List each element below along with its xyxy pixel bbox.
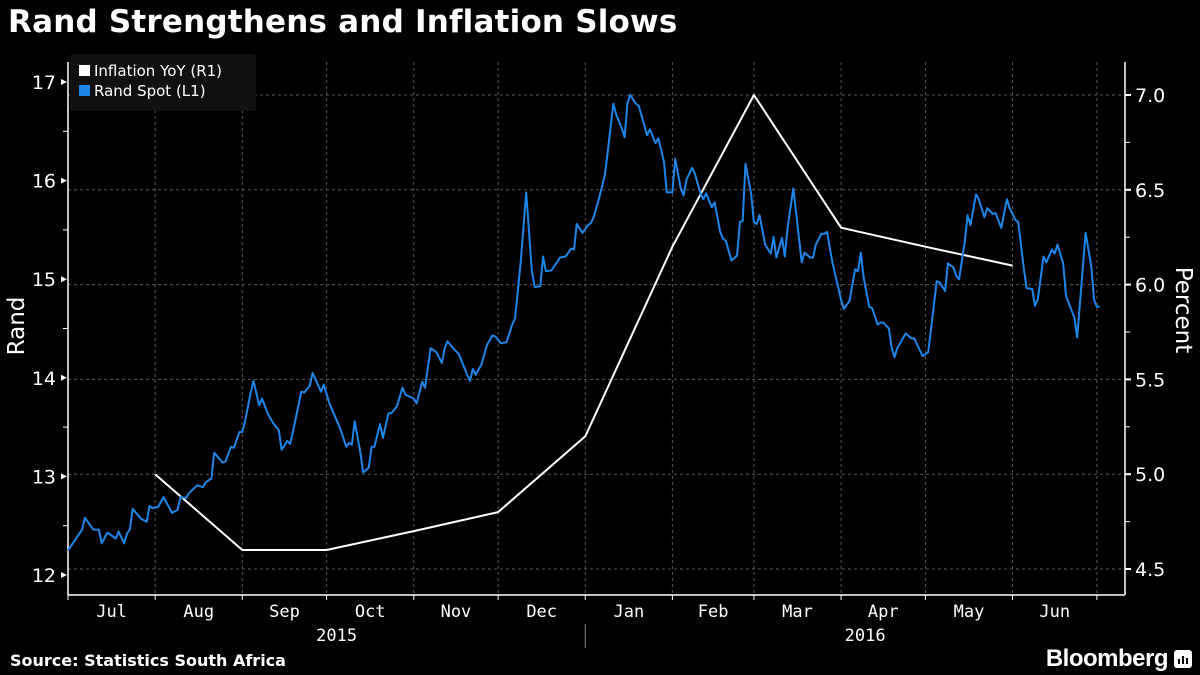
y-right-tick-label: 4.5 [1135,559,1165,581]
chart-title: Rand Strengthens and Inflation Slows [8,4,678,40]
legend-label-rand: Rand Spot (L1) [94,82,206,100]
legend-swatch-inflation [79,65,90,76]
y-left-tick [61,177,67,184]
y-right-axis-title: Percent [1170,267,1196,354]
legend: Inflation YoY (R1) Rand Spot (L1) [70,54,256,111]
y-left-tick-label: 13 [32,466,56,488]
y-left-tick-label: 15 [32,269,56,291]
y-right-tick-label: 7.0 [1135,85,1165,107]
grid [68,62,1125,595]
bloomberg-chart-icon [1174,650,1192,668]
x-month-label: May [954,602,985,622]
y-right-tick-label: 5.0 [1135,464,1165,486]
x-month-label: Dec [526,602,557,622]
x-month-label: Jul [96,602,127,622]
x-year-label: 2016 [845,626,886,646]
legend-swatch-rand [79,85,90,96]
y-left-tick-label: 16 [32,171,56,193]
y-right-tick-label: 6.5 [1135,180,1165,202]
y-left-tick-label: 12 [32,565,56,587]
inflation-line [154,94,1013,551]
y-left-tick [61,276,67,283]
x-month-label: Nov [441,602,472,622]
rand-spot-line [67,93,1100,551]
legend-box [70,54,256,111]
source-note: Source: Statistics South Africa [10,651,286,670]
x-month-label: Sep [269,602,300,622]
y-right-tick-label: 6.0 [1135,275,1165,297]
y-left-tick [61,572,67,578]
legend-label-inflation: Inflation YoY (R1) [94,62,222,80]
x-year-label: 2015 [316,626,357,646]
x-month-label: Jun [1039,602,1070,622]
axes: Jul Aug Sep Oct Nov Dec Jan Feb Mar Apr May Jun 2015… [32,62,1165,648]
y-left-tick-label: 17 [32,72,56,94]
y-right-tick-label: 5.5 [1135,369,1165,391]
y-left-tick [61,79,67,85]
y-left-tick [61,374,67,381]
x-month-label: Aug [183,602,214,622]
x-month-label: Jan [613,602,644,622]
series-layer [67,93,1100,551]
x-month-label: Feb [698,602,729,622]
bloomberg-logo: Bloomberg [1045,645,1169,672]
y-left-tick-label: 14 [32,368,56,390]
y-left-axis-title: Rand [4,297,30,356]
y-left-tick [61,473,67,480]
x-month-label: Mar [782,602,813,622]
x-month-label: Oct [355,602,386,622]
x-month-label: Apr [868,602,899,622]
